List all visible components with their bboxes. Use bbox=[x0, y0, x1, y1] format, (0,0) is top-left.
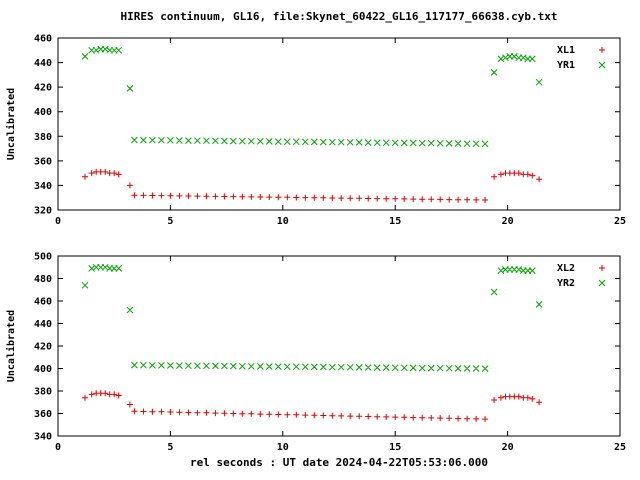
series-points-YR1 bbox=[81, 45, 543, 148]
y-tick-label: 380 bbox=[34, 132, 52, 143]
legend-marker-XL1 bbox=[599, 47, 605, 53]
y-tick-label: 420 bbox=[34, 342, 52, 353]
legend-label-YR1: YR1 bbox=[557, 60, 575, 71]
y-tick-label: 500 bbox=[34, 252, 52, 263]
plot-border bbox=[57, 37, 621, 211]
x-tick-label: 5 bbox=[167, 216, 173, 227]
x-tick-label: 0 bbox=[55, 442, 61, 453]
y-tick-label: 360 bbox=[34, 409, 52, 420]
x-tick-label: 0 bbox=[55, 216, 61, 227]
legend-label-XL1: XL1 bbox=[557, 45, 575, 56]
y-tick-label: 460 bbox=[34, 297, 52, 308]
x-tick-label: 5 bbox=[167, 442, 173, 453]
y-tick-label: 440 bbox=[34, 319, 52, 330]
legend-label-YR2: YR2 bbox=[557, 278, 575, 289]
y-tick-label: 320 bbox=[34, 206, 52, 217]
y-tick-label: 460 bbox=[34, 34, 52, 45]
legend-marker-XL2 bbox=[599, 265, 605, 271]
legend-label-XL2: XL2 bbox=[557, 263, 575, 274]
y-tick-label: 360 bbox=[34, 156, 52, 167]
y-tick-label: 400 bbox=[34, 364, 52, 375]
y-axis-label: Uncalibrated bbox=[5, 310, 17, 382]
top-panel-plot: 0 5 10 15 20 25 320 340 360 380 400 420 440 460 Uncali… bbox=[5, 34, 626, 228]
x-tick-label: 10 bbox=[277, 216, 289, 227]
chart-title: HIRES continuum, GL16, file:Skynet_60422… bbox=[120, 10, 558, 23]
y-tick-label: 480 bbox=[34, 274, 52, 285]
x-tick-label: 10 bbox=[277, 442, 289, 453]
x-axis-label: rel seconds : UT date 2024-04-22T05:53:0… bbox=[189, 456, 488, 469]
x-tick-label: 20 bbox=[502, 216, 514, 227]
y-tick-label: 440 bbox=[34, 58, 52, 69]
y-tick-label: 420 bbox=[34, 83, 52, 94]
series-points-XL1 bbox=[82, 168, 543, 203]
plot-border bbox=[57, 255, 621, 437]
y-tick-label: 380 bbox=[34, 387, 52, 398]
y-axis-label: Uncalibrated bbox=[5, 88, 17, 160]
x-tick-label: 15 bbox=[389, 442, 401, 453]
series-points-YR2 bbox=[81, 263, 543, 372]
bottom-panel-plot: 0 5 10 15 20 25 340 360 380 400 420 440 460 480 500 Unc… bbox=[5, 252, 626, 454]
y-tick-label: 340 bbox=[34, 181, 52, 192]
series-points-XL2 bbox=[82, 390, 543, 423]
legend-marker-YR2 bbox=[598, 279, 606, 287]
y-tick-label: 400 bbox=[34, 107, 52, 118]
x-tick-label: 25 bbox=[614, 442, 626, 453]
y-tick-label: 340 bbox=[34, 432, 52, 443]
legend-marker-YR1 bbox=[598, 61, 606, 69]
x-tick-label: 25 bbox=[614, 216, 626, 227]
x-tick-label: 15 bbox=[389, 216, 401, 227]
x-tick-label: 20 bbox=[502, 442, 514, 453]
